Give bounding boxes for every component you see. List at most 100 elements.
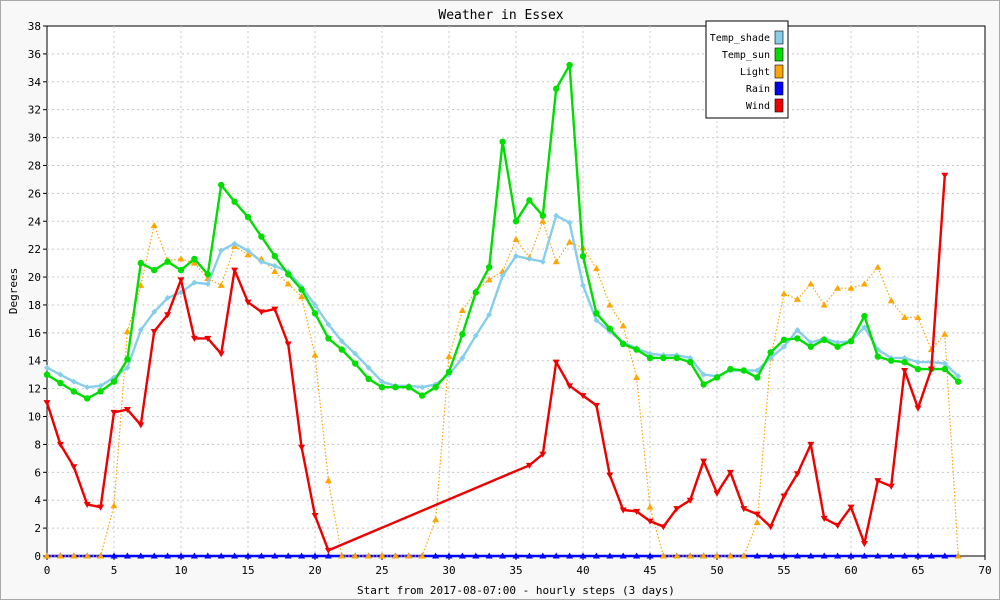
temp-shade-point: [955, 373, 962, 380]
wind-point: [217, 351, 225, 358]
wind-series: [43, 172, 949, 554]
wind-point: [137, 422, 145, 429]
light-point: [780, 290, 788, 297]
x-tick-label: 30: [442, 564, 455, 577]
temp-sun-point: [258, 233, 265, 240]
light-point: [713, 552, 721, 559]
y-tick-label: 16: [28, 327, 41, 340]
temp-shade-point: [419, 384, 426, 391]
rain-point: [633, 552, 641, 559]
light-point: [56, 552, 64, 559]
legend-swatch-light: [774, 64, 784, 79]
temp-sun-point: [70, 388, 78, 395]
wind-point: [780, 493, 788, 500]
temp-sun-point: [231, 198, 238, 205]
temp-shade-point: [513, 253, 519, 260]
light-point: [566, 238, 574, 245]
temp-sun-point: [57, 379, 64, 387]
y-tick-label: 28: [28, 159, 41, 172]
wind-point: [619, 507, 627, 514]
temp-sun-point: [821, 336, 828, 344]
temp-shade-point: [137, 327, 144, 334]
light-point: [941, 330, 949, 337]
temp-sun-point: [110, 378, 118, 385]
temp-shade-point: [70, 378, 77, 385]
y-tick-label: 14: [28, 355, 42, 368]
light-point: [633, 373, 641, 380]
temp-shade-point: [553, 212, 560, 219]
temp-sun-point: [204, 271, 211, 278]
temp-sun-point: [727, 365, 734, 373]
temp-sun-point: [311, 310, 319, 317]
temp-sun-point: [633, 346, 640, 353]
temp-shade-point: [915, 359, 921, 366]
legend-label-temp-sun: Temp_sun: [722, 50, 770, 61]
rain-point: [539, 552, 547, 559]
temp-sun-point: [794, 335, 801, 342]
light-point: [244, 251, 252, 258]
rain-point: [646, 552, 654, 559]
light-point: [887, 297, 895, 304]
wind-point: [633, 508, 641, 515]
temp-shade-point: [204, 281, 211, 288]
temp-sun-point: [191, 255, 198, 263]
wind-point: [257, 309, 265, 316]
x-tick-label: 0: [44, 564, 51, 577]
temp-sun-point: [901, 358, 908, 366]
wind-point: [847, 504, 855, 511]
temp-sun-point: [352, 360, 359, 367]
temp-shade-point: [861, 324, 868, 331]
light-point: [874, 263, 882, 270]
rain-point: [579, 552, 587, 559]
y-tick-label: 18: [28, 299, 41, 312]
wind-point: [941, 172, 949, 179]
light-point: [592, 265, 600, 272]
x-tick-label: 40: [576, 564, 589, 577]
wind-point: [834, 522, 842, 529]
wind-point: [793, 471, 801, 478]
y-tick-label: 36: [28, 48, 41, 61]
temp-shade-point: [258, 258, 265, 265]
rain-point: [499, 552, 507, 559]
temp-sun-point: [526, 197, 533, 204]
wind-point: [927, 366, 935, 373]
x-tick-label: 45: [643, 564, 656, 577]
light-point: [110, 502, 118, 509]
light-point: [190, 259, 198, 266]
temp-sun-point: [740, 367, 747, 374]
wind-point: [311, 513, 319, 520]
temp-sun-point: [432, 384, 439, 391]
rain-point: [592, 552, 600, 559]
temp-sun-point: [593, 310, 600, 317]
temp-sun-point: [955, 378, 962, 385]
wind-point: [150, 328, 158, 335]
temp-sun-point: [606, 325, 613, 332]
temp-sun-point: [579, 252, 587, 260]
temp-shade-point: [459, 354, 466, 361]
light-point: [726, 552, 734, 559]
x-tick-label: 65: [911, 564, 924, 577]
rain-point: [445, 552, 453, 559]
light-point: [485, 276, 493, 283]
light-point: [432, 516, 440, 523]
temp-sun-point: [486, 264, 493, 271]
temp-sun-point: [137, 259, 144, 267]
light-point: [123, 327, 131, 334]
rain-point: [927, 552, 935, 559]
temp-sun-point: [445, 368, 453, 376]
light-point: [391, 552, 399, 559]
rain-point: [874, 552, 882, 559]
temp-sun-point: [124, 356, 131, 363]
light-point: [659, 552, 667, 559]
rain-point: [525, 552, 533, 559]
temp-shade-point: [486, 311, 493, 318]
temp-sun-point: [914, 365, 922, 373]
temp-shade-point: [526, 255, 533, 262]
y-tick-label: 34: [28, 76, 42, 89]
y-tick-label: 10: [28, 411, 41, 424]
wind-point: [110, 409, 118, 416]
rain-point: [780, 552, 788, 559]
wind-point: [820, 515, 828, 522]
wind-point: [874, 478, 882, 485]
rain-point: [472, 552, 480, 559]
